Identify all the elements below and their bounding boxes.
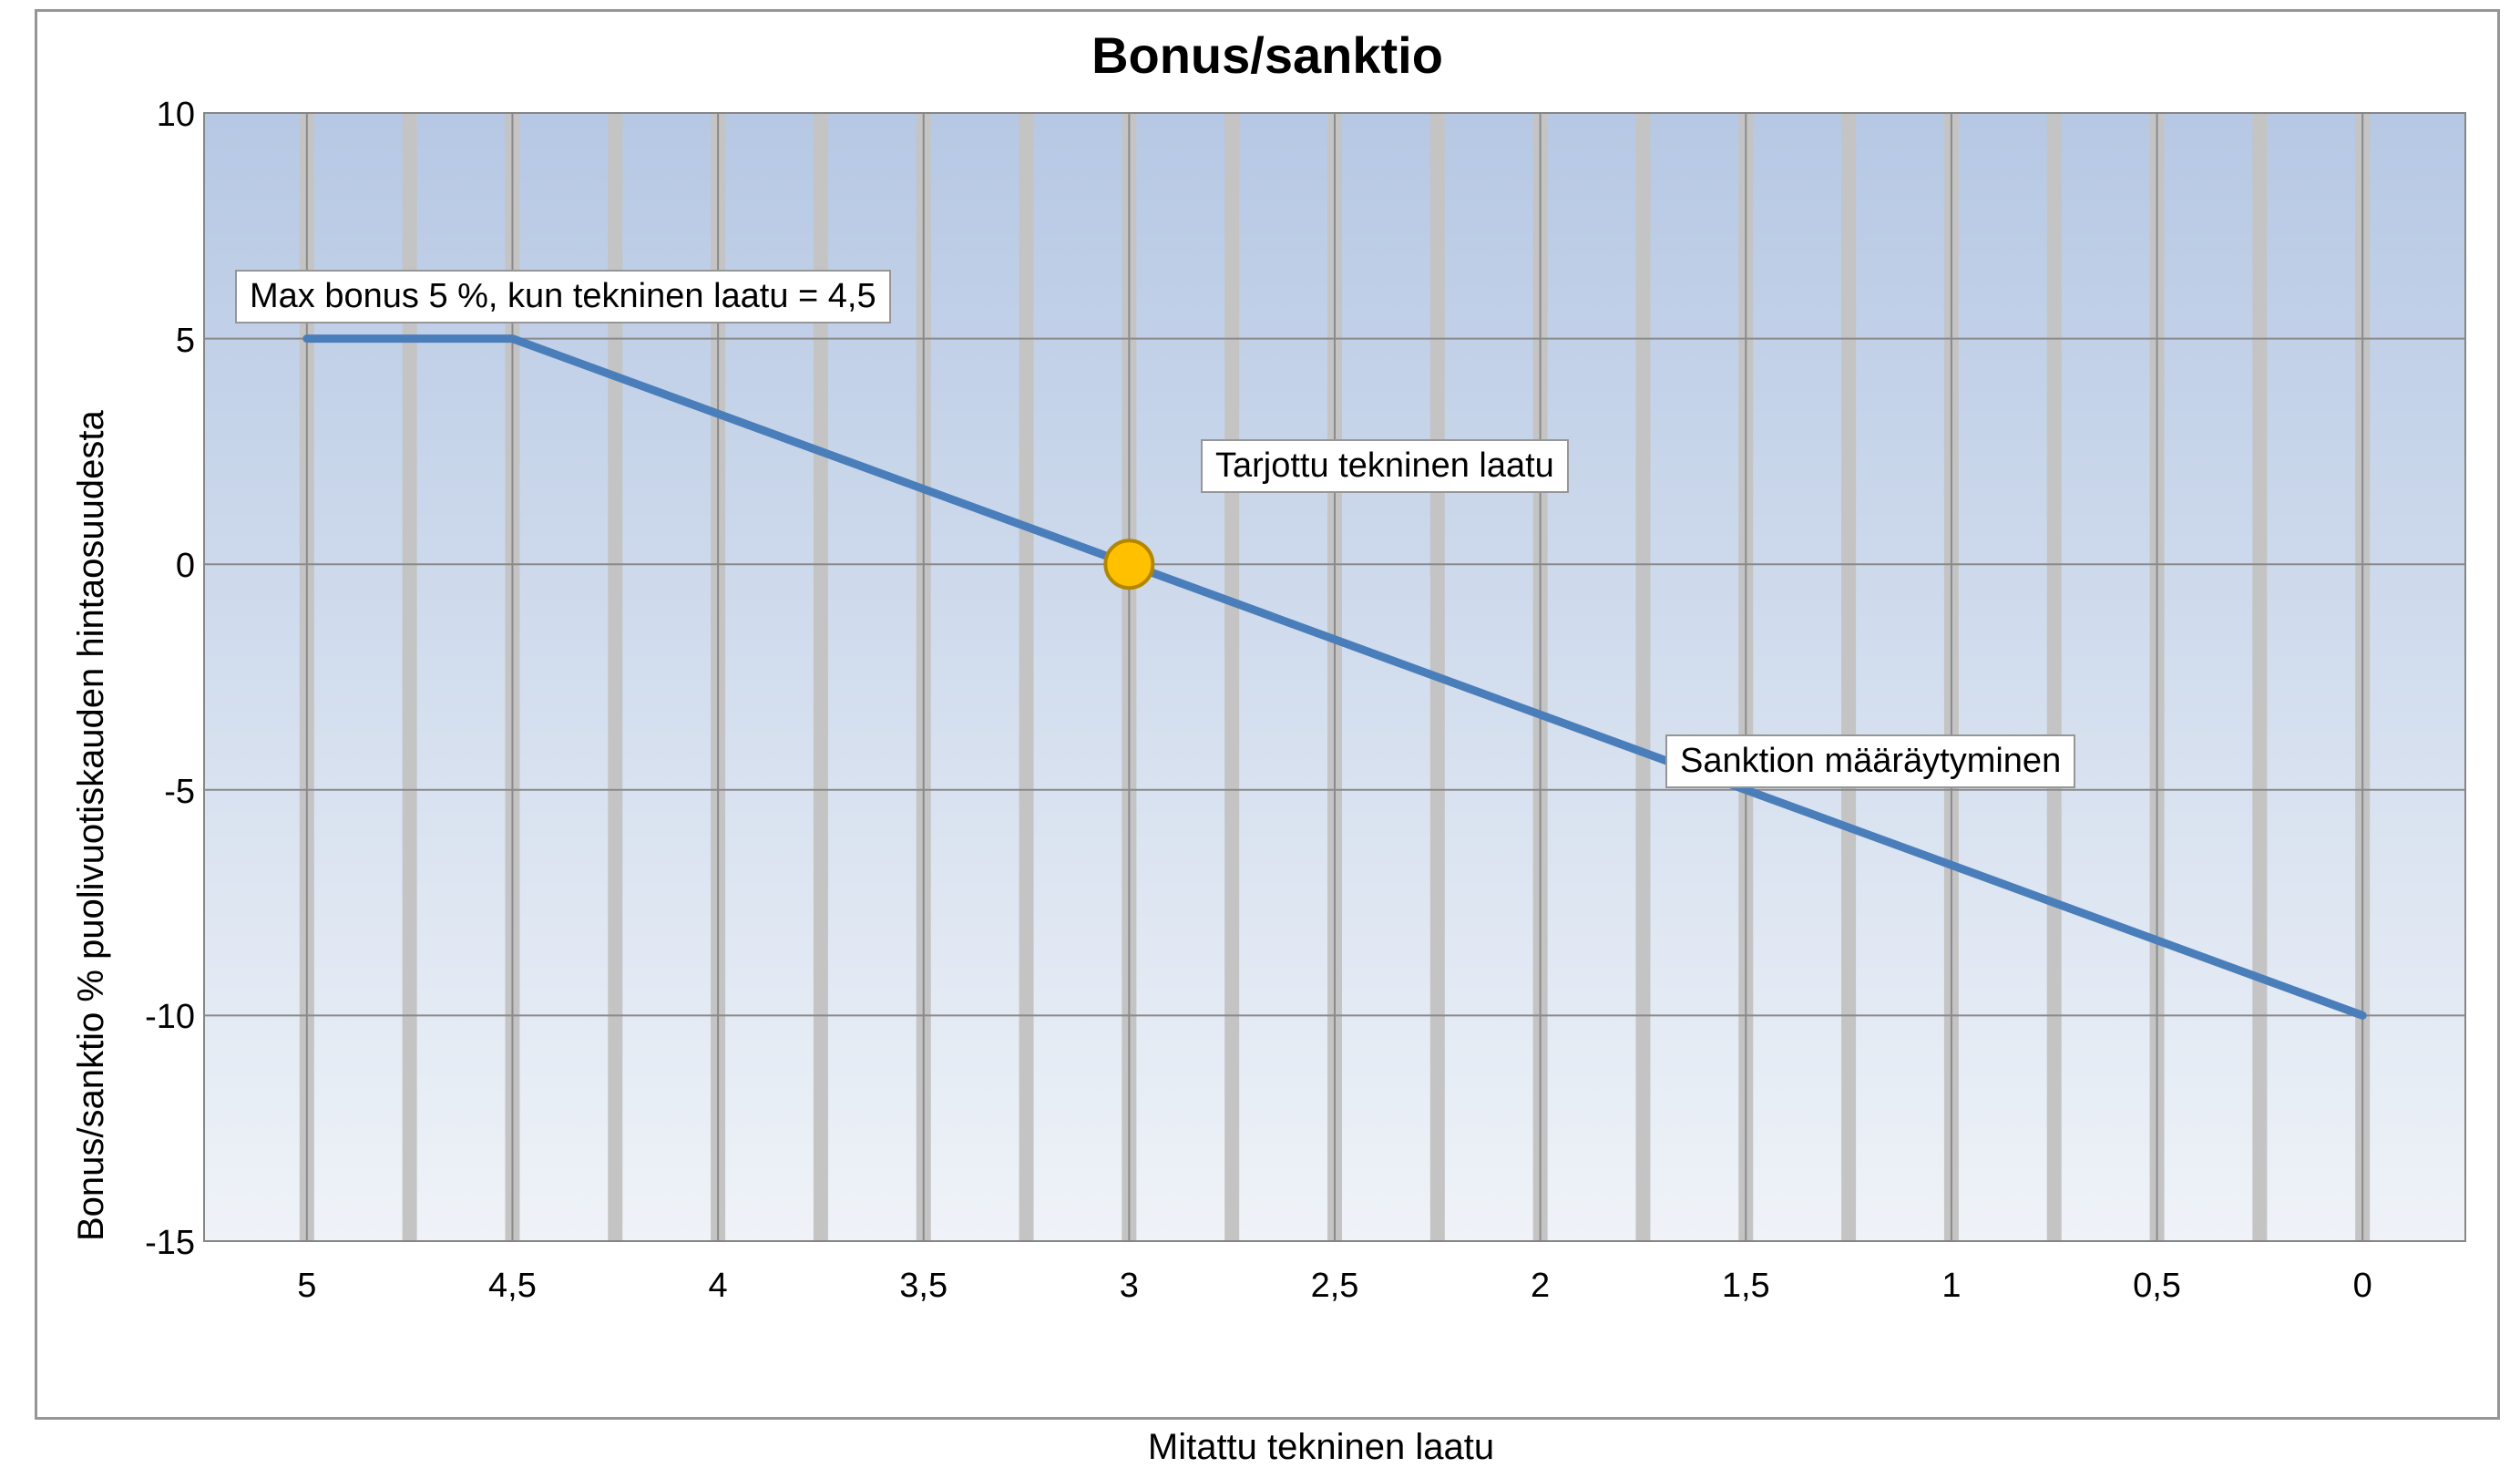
x-tick-label: 0,5	[2103, 1267, 2212, 1306]
y-tick-label: 5	[113, 322, 195, 361]
y-tick-label: 10	[113, 96, 195, 135]
annotation-a2: Tarjottu tekninen laatu	[1201, 439, 1569, 493]
y-tick-label: -10	[113, 998, 195, 1037]
y-tick-label: -15	[113, 1224, 195, 1263]
x-tick-label: 0	[2308, 1267, 2417, 1306]
x-axis-label: Mitattu tekninen laatu	[911, 1427, 1731, 1468]
y-axis-label: Bonus/sanktio % puolivuotiskauden hintao…	[71, 410, 112, 1241]
y-tick-label: 0	[113, 547, 195, 586]
x-tick-label: 3,5	[869, 1267, 978, 1306]
x-tick-label: 5	[252, 1267, 362, 1306]
x-tick-label: 4	[663, 1267, 773, 1306]
y-tick-label: -5	[113, 773, 195, 812]
x-tick-label: 4,5	[457, 1267, 567, 1306]
target-marker	[1105, 540, 1152, 588]
x-tick-label: 3	[1074, 1267, 1183, 1306]
x-tick-label: 1,5	[1691, 1267, 1800, 1306]
annotation-a3: Sanktion määräytyminen	[1665, 734, 2075, 788]
page: Bonus/sanktio Bonus/sanktio % puolivuoti…	[0, 0, 2520, 1467]
x-tick-label: 2,5	[1280, 1267, 1389, 1306]
chart-title: Bonus/sanktio	[35, 26, 2500, 85]
annotation-a1: Max bonus 5 %, kun tekninen laatu = 4,5	[235, 270, 891, 323]
x-tick-label: 1	[1897, 1267, 2006, 1306]
x-tick-label: 2	[1486, 1267, 1595, 1306]
